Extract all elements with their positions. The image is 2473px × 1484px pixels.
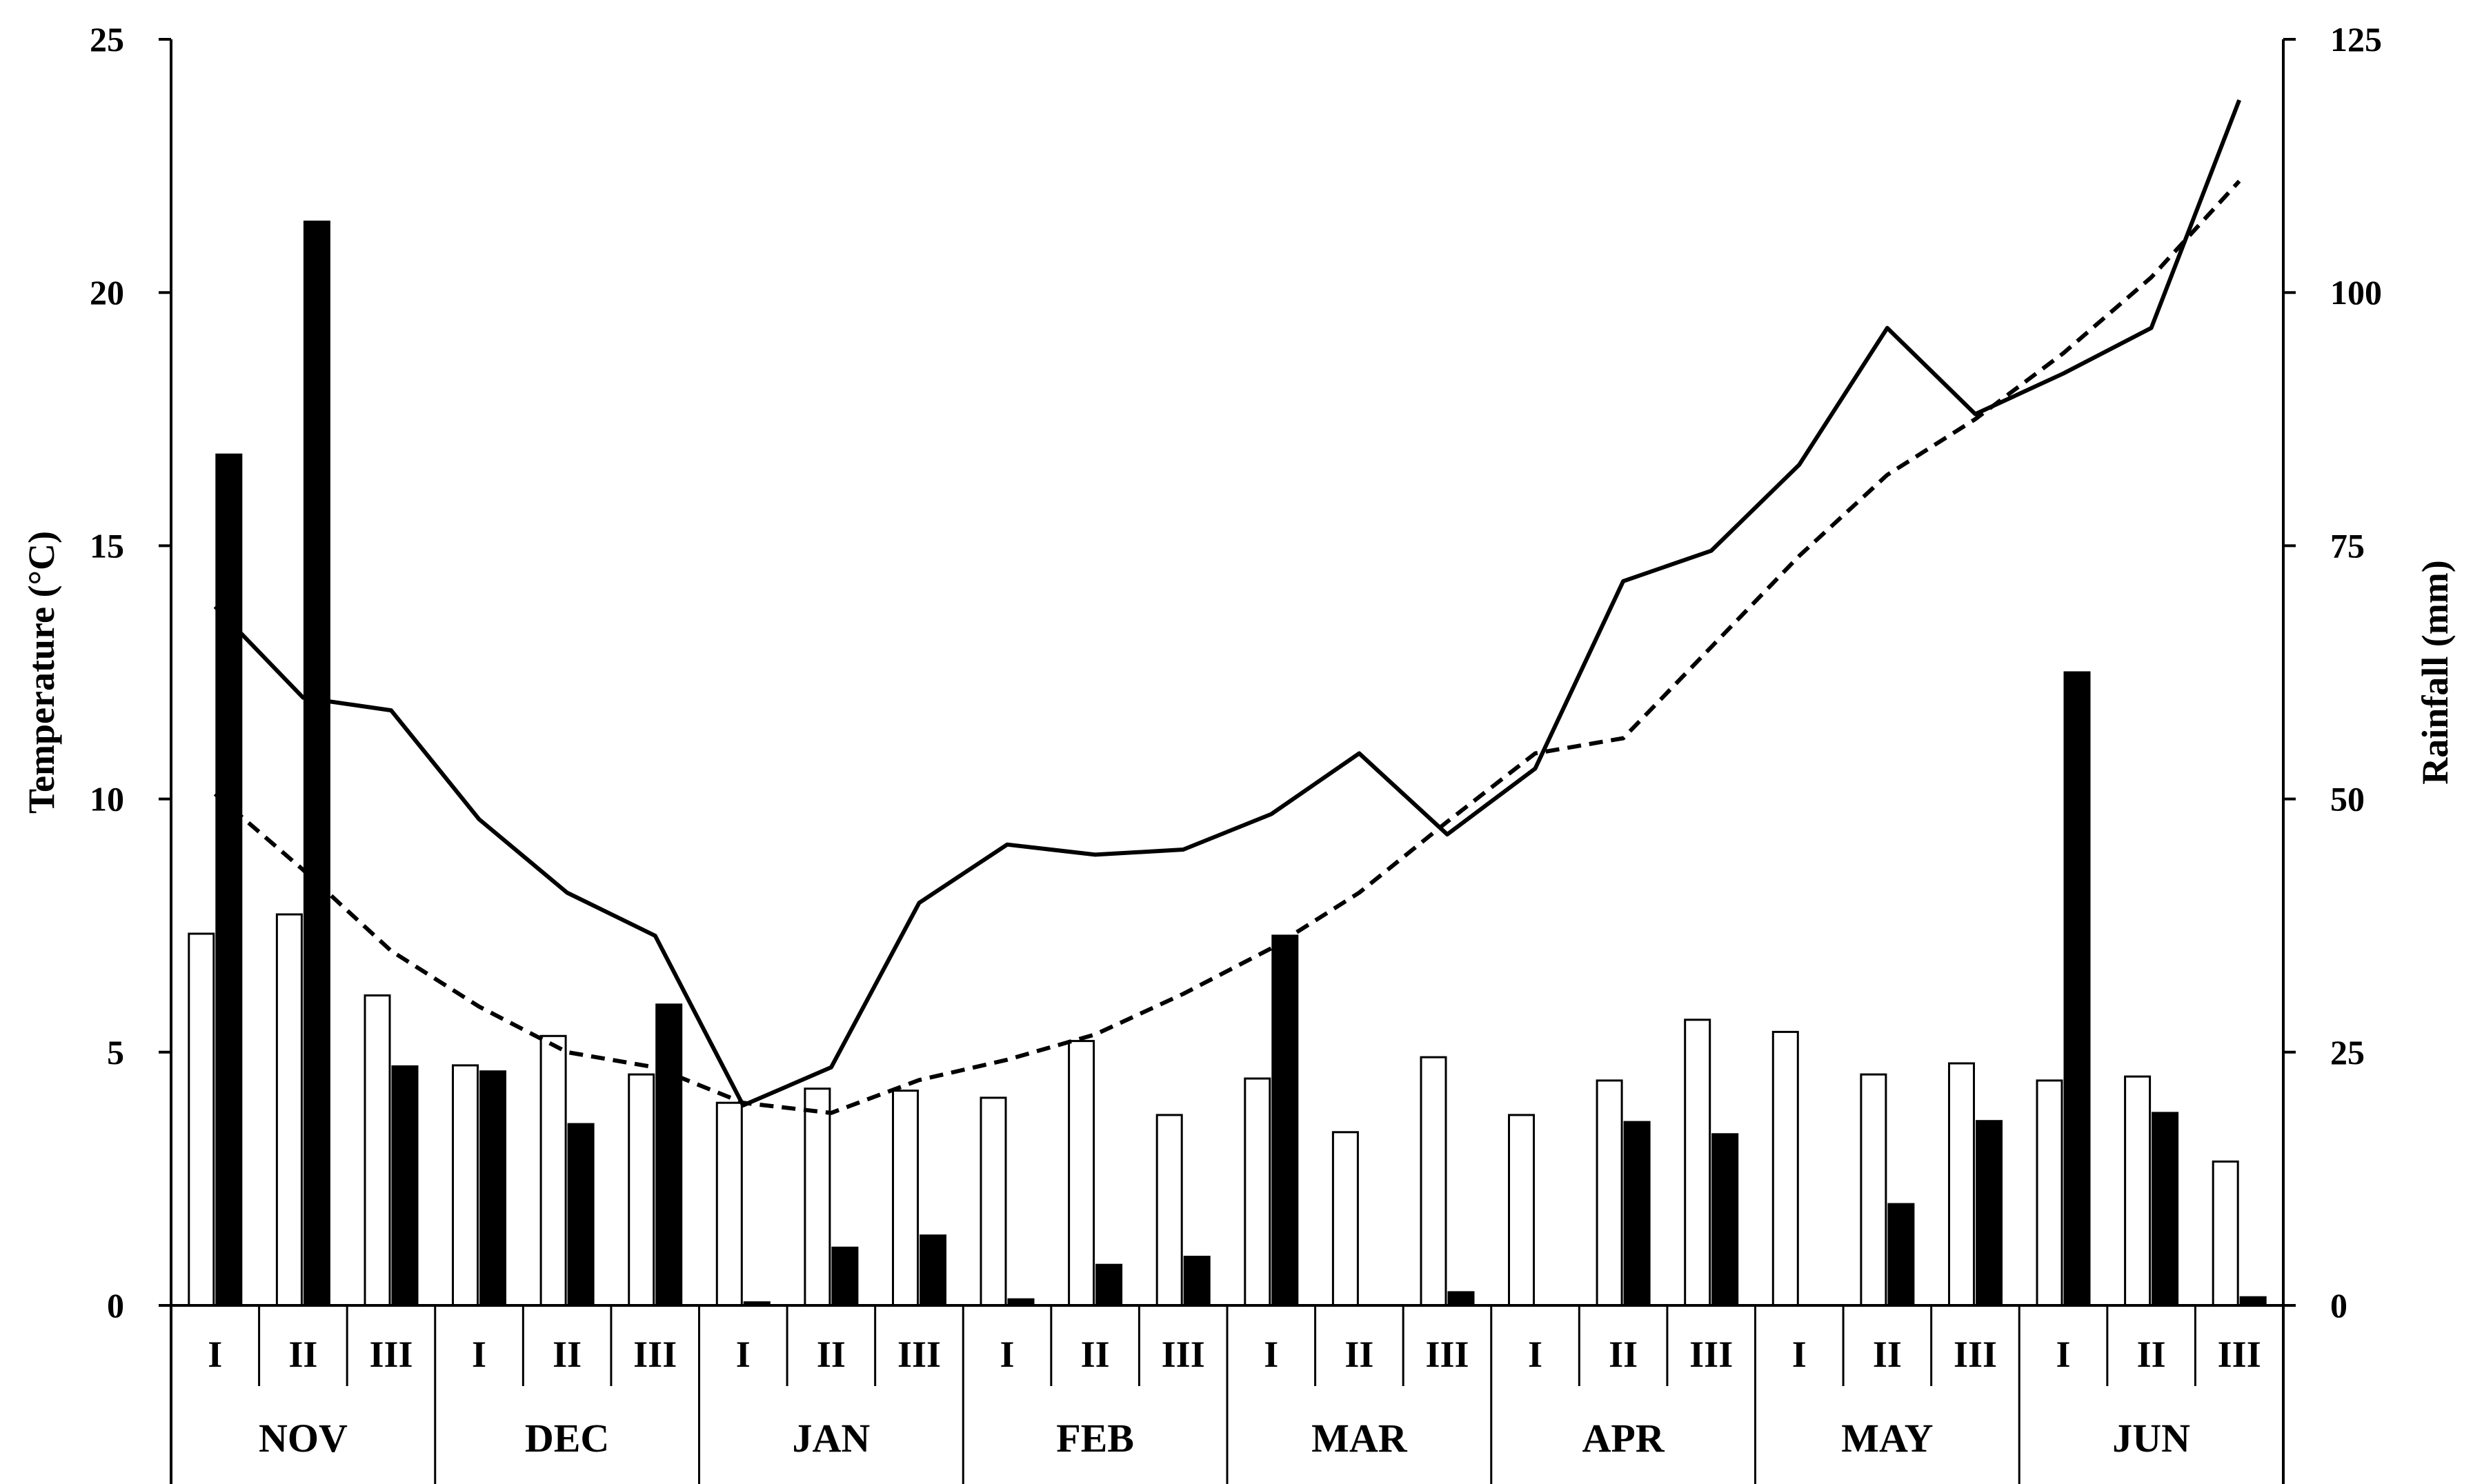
decade-label: I xyxy=(736,1334,751,1375)
black-bar-18 xyxy=(1711,1133,1739,1307)
black-bar-4 xyxy=(479,1070,506,1307)
decade-label: III xyxy=(897,1334,941,1375)
right-axis-ticks: 0 25 50 75 100 125 xyxy=(2283,20,2382,1325)
left-tick-label: 0 xyxy=(107,1286,124,1325)
black-bar-15 xyxy=(1447,1291,1475,1307)
category-axis: I II III I II III I II III I II III I II III I II III I II I… xyxy=(208,1305,2261,1484)
white-bar-1 xyxy=(188,932,215,1307)
white-bar-6 xyxy=(628,1073,655,1307)
black-bar-1 xyxy=(215,453,243,1307)
white-bar-5 xyxy=(539,1034,567,1307)
white-bar-21 xyxy=(1948,1062,1975,1307)
left-tick-label: 15 xyxy=(90,526,124,565)
decade-label: I xyxy=(1000,1334,1014,1375)
black-bar-21 xyxy=(1976,1120,2003,1307)
white-bar-2 xyxy=(275,913,303,1307)
black-bar-13 xyxy=(1271,934,1299,1307)
white-bar-24 xyxy=(2212,1160,2239,1307)
white-bar-23 xyxy=(2124,1075,2152,1307)
bar-series-white xyxy=(188,913,2239,1307)
white-bar-8 xyxy=(804,1087,831,1307)
white-bar-20 xyxy=(1860,1073,1887,1307)
decade-label: I xyxy=(2056,1334,2070,1375)
month-label-may: MAY xyxy=(1841,1416,1933,1461)
decade-label: I xyxy=(1528,1334,1542,1375)
decade-label: I xyxy=(1264,1334,1278,1375)
decade-label: II xyxy=(817,1334,846,1375)
left-axis-ticks: 0 5 10 15 20 25 xyxy=(90,20,171,1325)
right-axis-title: Rainfall (mm) xyxy=(2414,560,2456,784)
black-bar-12 xyxy=(1183,1256,1211,1307)
month-label-jan: JAN xyxy=(793,1416,871,1461)
black-bar-20 xyxy=(1887,1203,1915,1307)
month-label-feb: FEB xyxy=(1056,1416,1134,1461)
white-bar-16 xyxy=(1508,1114,1535,1307)
white-bar-19 xyxy=(1771,1030,1799,1307)
decade-label: III xyxy=(1689,1334,1733,1375)
left-tick-label: 20 xyxy=(90,273,124,312)
decade-label: II xyxy=(1081,1334,1110,1375)
white-bar-18 xyxy=(1684,1019,1711,1307)
decade-label: II xyxy=(1609,1334,1638,1375)
decade-label: III xyxy=(1162,1334,1205,1375)
decade-label: III xyxy=(2218,1334,2261,1375)
black-bar-17 xyxy=(1623,1121,1651,1307)
white-bar-17 xyxy=(1596,1079,1623,1307)
black-bar-2 xyxy=(303,220,330,1307)
bar-series-black xyxy=(215,220,2267,1307)
month-label-jun: JUN xyxy=(2112,1416,2190,1461)
left-tick-label: 10 xyxy=(90,780,124,819)
white-bar-4 xyxy=(452,1064,479,1307)
left-tick-label: 25 xyxy=(90,20,124,59)
decade-label: II xyxy=(1344,1334,1373,1375)
black-bar-9 xyxy=(920,1234,946,1307)
black-bar-11 xyxy=(1095,1263,1123,1307)
right-tick-label: 50 xyxy=(2330,780,2365,819)
right-tick-label: 75 xyxy=(2330,526,2365,565)
decade-label: II xyxy=(288,1334,317,1375)
white-bar-10 xyxy=(980,1096,1007,1307)
white-bar-15 xyxy=(1420,1056,1447,1307)
left-tick-label: 5 xyxy=(107,1033,124,1072)
decade-label: III xyxy=(1425,1334,1469,1375)
white-bar-3 xyxy=(364,994,391,1307)
white-bar-13 xyxy=(1244,1077,1271,1307)
month-label-mar: MAR xyxy=(1311,1416,1408,1461)
solid-line xyxy=(213,99,2241,1107)
month-label-dec: DEC xyxy=(525,1416,609,1461)
black-bar-5 xyxy=(567,1123,595,1307)
decade-label: I xyxy=(208,1334,222,1375)
line-series-group xyxy=(213,99,2241,1115)
right-tick-label: 125 xyxy=(2330,20,2382,59)
black-bar-6 xyxy=(655,1003,683,1307)
white-bar-7 xyxy=(715,1101,743,1307)
month-label-nov: NOV xyxy=(259,1416,348,1461)
decade-label: I xyxy=(472,1334,486,1375)
right-tick-label: 0 xyxy=(2330,1286,2347,1325)
right-tick-label: 100 xyxy=(2330,273,2382,312)
white-bar-22 xyxy=(2036,1079,2063,1307)
decade-label: II xyxy=(2137,1334,2166,1375)
black-bar-22 xyxy=(2063,671,2091,1307)
right-tick-label: 25 xyxy=(2330,1033,2365,1072)
decade-label: III xyxy=(633,1334,677,1375)
decade-label: III xyxy=(369,1334,413,1375)
decade-label: III xyxy=(1954,1334,1997,1375)
decade-label: I xyxy=(1792,1334,1807,1375)
white-bar-14 xyxy=(1331,1131,1359,1307)
white-bar-11 xyxy=(1068,1040,1095,1307)
white-bar-9 xyxy=(892,1090,919,1307)
decade-label: II xyxy=(553,1334,582,1375)
black-bar-8 xyxy=(831,1246,859,1307)
decade-label: II xyxy=(1873,1334,1902,1375)
white-bar-12 xyxy=(1155,1114,1183,1307)
black-bar-3 xyxy=(391,1065,419,1307)
dashed-line xyxy=(213,179,2241,1115)
left-axis-title: Temperature (°C) xyxy=(21,531,62,814)
black-bar-23 xyxy=(2152,1112,2179,1307)
month-label-apr: APR xyxy=(1582,1416,1665,1461)
